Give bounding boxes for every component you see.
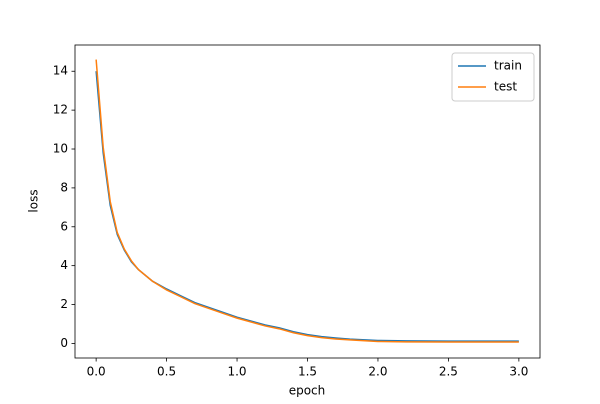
- y-tick-label: 4: [60, 258, 68, 272]
- y-tick-label: 12: [53, 103, 68, 117]
- x-tick-label: 3.0: [509, 365, 528, 379]
- legend-label: train: [494, 59, 522, 73]
- y-tick-label: 2: [60, 297, 68, 311]
- line-series: [95, 59, 519, 343]
- line-series: [95, 71, 519, 342]
- x-tick-label: 0.0: [87, 365, 106, 379]
- y-tick-label: 10: [53, 142, 68, 156]
- y-tick-label: 8: [60, 180, 68, 194]
- y-tick-label: 6: [60, 219, 68, 233]
- x-tick-label: 0.5: [157, 365, 176, 379]
- legend-box: [451, 52, 535, 102]
- x-tick-label: 2.0: [368, 365, 387, 379]
- y-tick-label: 14: [53, 64, 68, 78]
- legend-label: test: [494, 80, 517, 94]
- x-axis-label: epoch: [289, 384, 326, 398]
- y-axis-label: loss: [27, 189, 41, 212]
- y-tick-label: 0: [60, 336, 68, 350]
- x-tick-label: 1.5: [298, 365, 317, 379]
- x-tick-label: 1.0: [227, 365, 246, 379]
- x-tick-label: 2.5: [439, 365, 458, 379]
